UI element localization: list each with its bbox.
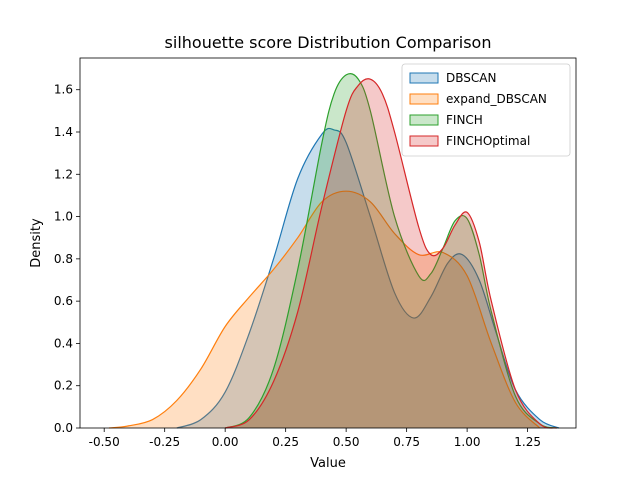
legend-swatch (409, 93, 439, 105)
legend-swatch (409, 114, 439, 126)
legend-label: FINCHOptimal (446, 134, 530, 148)
y-tick-label: 1.6 (54, 83, 73, 97)
y-axis-label: Density (29, 218, 44, 268)
x-tick-label: 0.50 (333, 435, 360, 449)
series-area-1 (109, 191, 540, 428)
y-tick-label: 0.6 (54, 294, 73, 308)
legend: DBSCAN expand_DBSCAN FINCH FINCHOptimal (401, 63, 571, 157)
series-area-3 (225, 78, 557, 429)
axes-frame (79, 57, 577, 429)
y-tick-label: 0.4 (54, 336, 73, 350)
y-axis: 0.0 0.2 0.4 0.6 0.8 1.0 1.2 1.4 1.6 (54, 83, 80, 435)
series-line-3 (224, 78, 557, 429)
legend-label: DBSCAN (446, 71, 496, 85)
legend-label: expand_DBSCAN (446, 92, 547, 106)
y-tick-label: 1.4 (54, 125, 73, 139)
x-tick-label: 1.00 (454, 435, 481, 449)
y-tick-label: 0.0 (54, 421, 73, 435)
x-tick-label: 0.00 (212, 435, 239, 449)
x-tick-label: 1.25 (514, 435, 541, 449)
legend-swatch (409, 72, 439, 84)
y-tick-label: 1.2 (54, 167, 73, 181)
legend-label: FINCH (446, 113, 483, 127)
chart-title: silhouette score Distribution Comparison (165, 33, 492, 52)
x-axis-label: Value (310, 456, 346, 471)
legend-swatch (409, 135, 439, 147)
series-line-1 (108, 190, 541, 429)
x-axis: -0.50 -0.25 0.00 0.25 0.50 0.75 1.00 1.25 (89, 428, 541, 449)
series-line-2 (224, 72, 557, 429)
series-area-0 (176, 128, 560, 428)
series-area-2 (225, 73, 557, 428)
series-line-0 (176, 127, 560, 429)
x-tick-label: 0.25 (272, 435, 299, 449)
x-tick-label: -0.25 (149, 435, 180, 449)
legend-box (401, 63, 571, 157)
x-tick-label: -0.50 (89, 435, 120, 449)
y-tick-label: 1.0 (54, 210, 73, 224)
x-tick-label: 0.75 (393, 435, 420, 449)
y-tick-label: 0.8 (54, 252, 73, 266)
y-tick-label: 0.2 (54, 379, 73, 393)
plot-area (108, 72, 560, 429)
